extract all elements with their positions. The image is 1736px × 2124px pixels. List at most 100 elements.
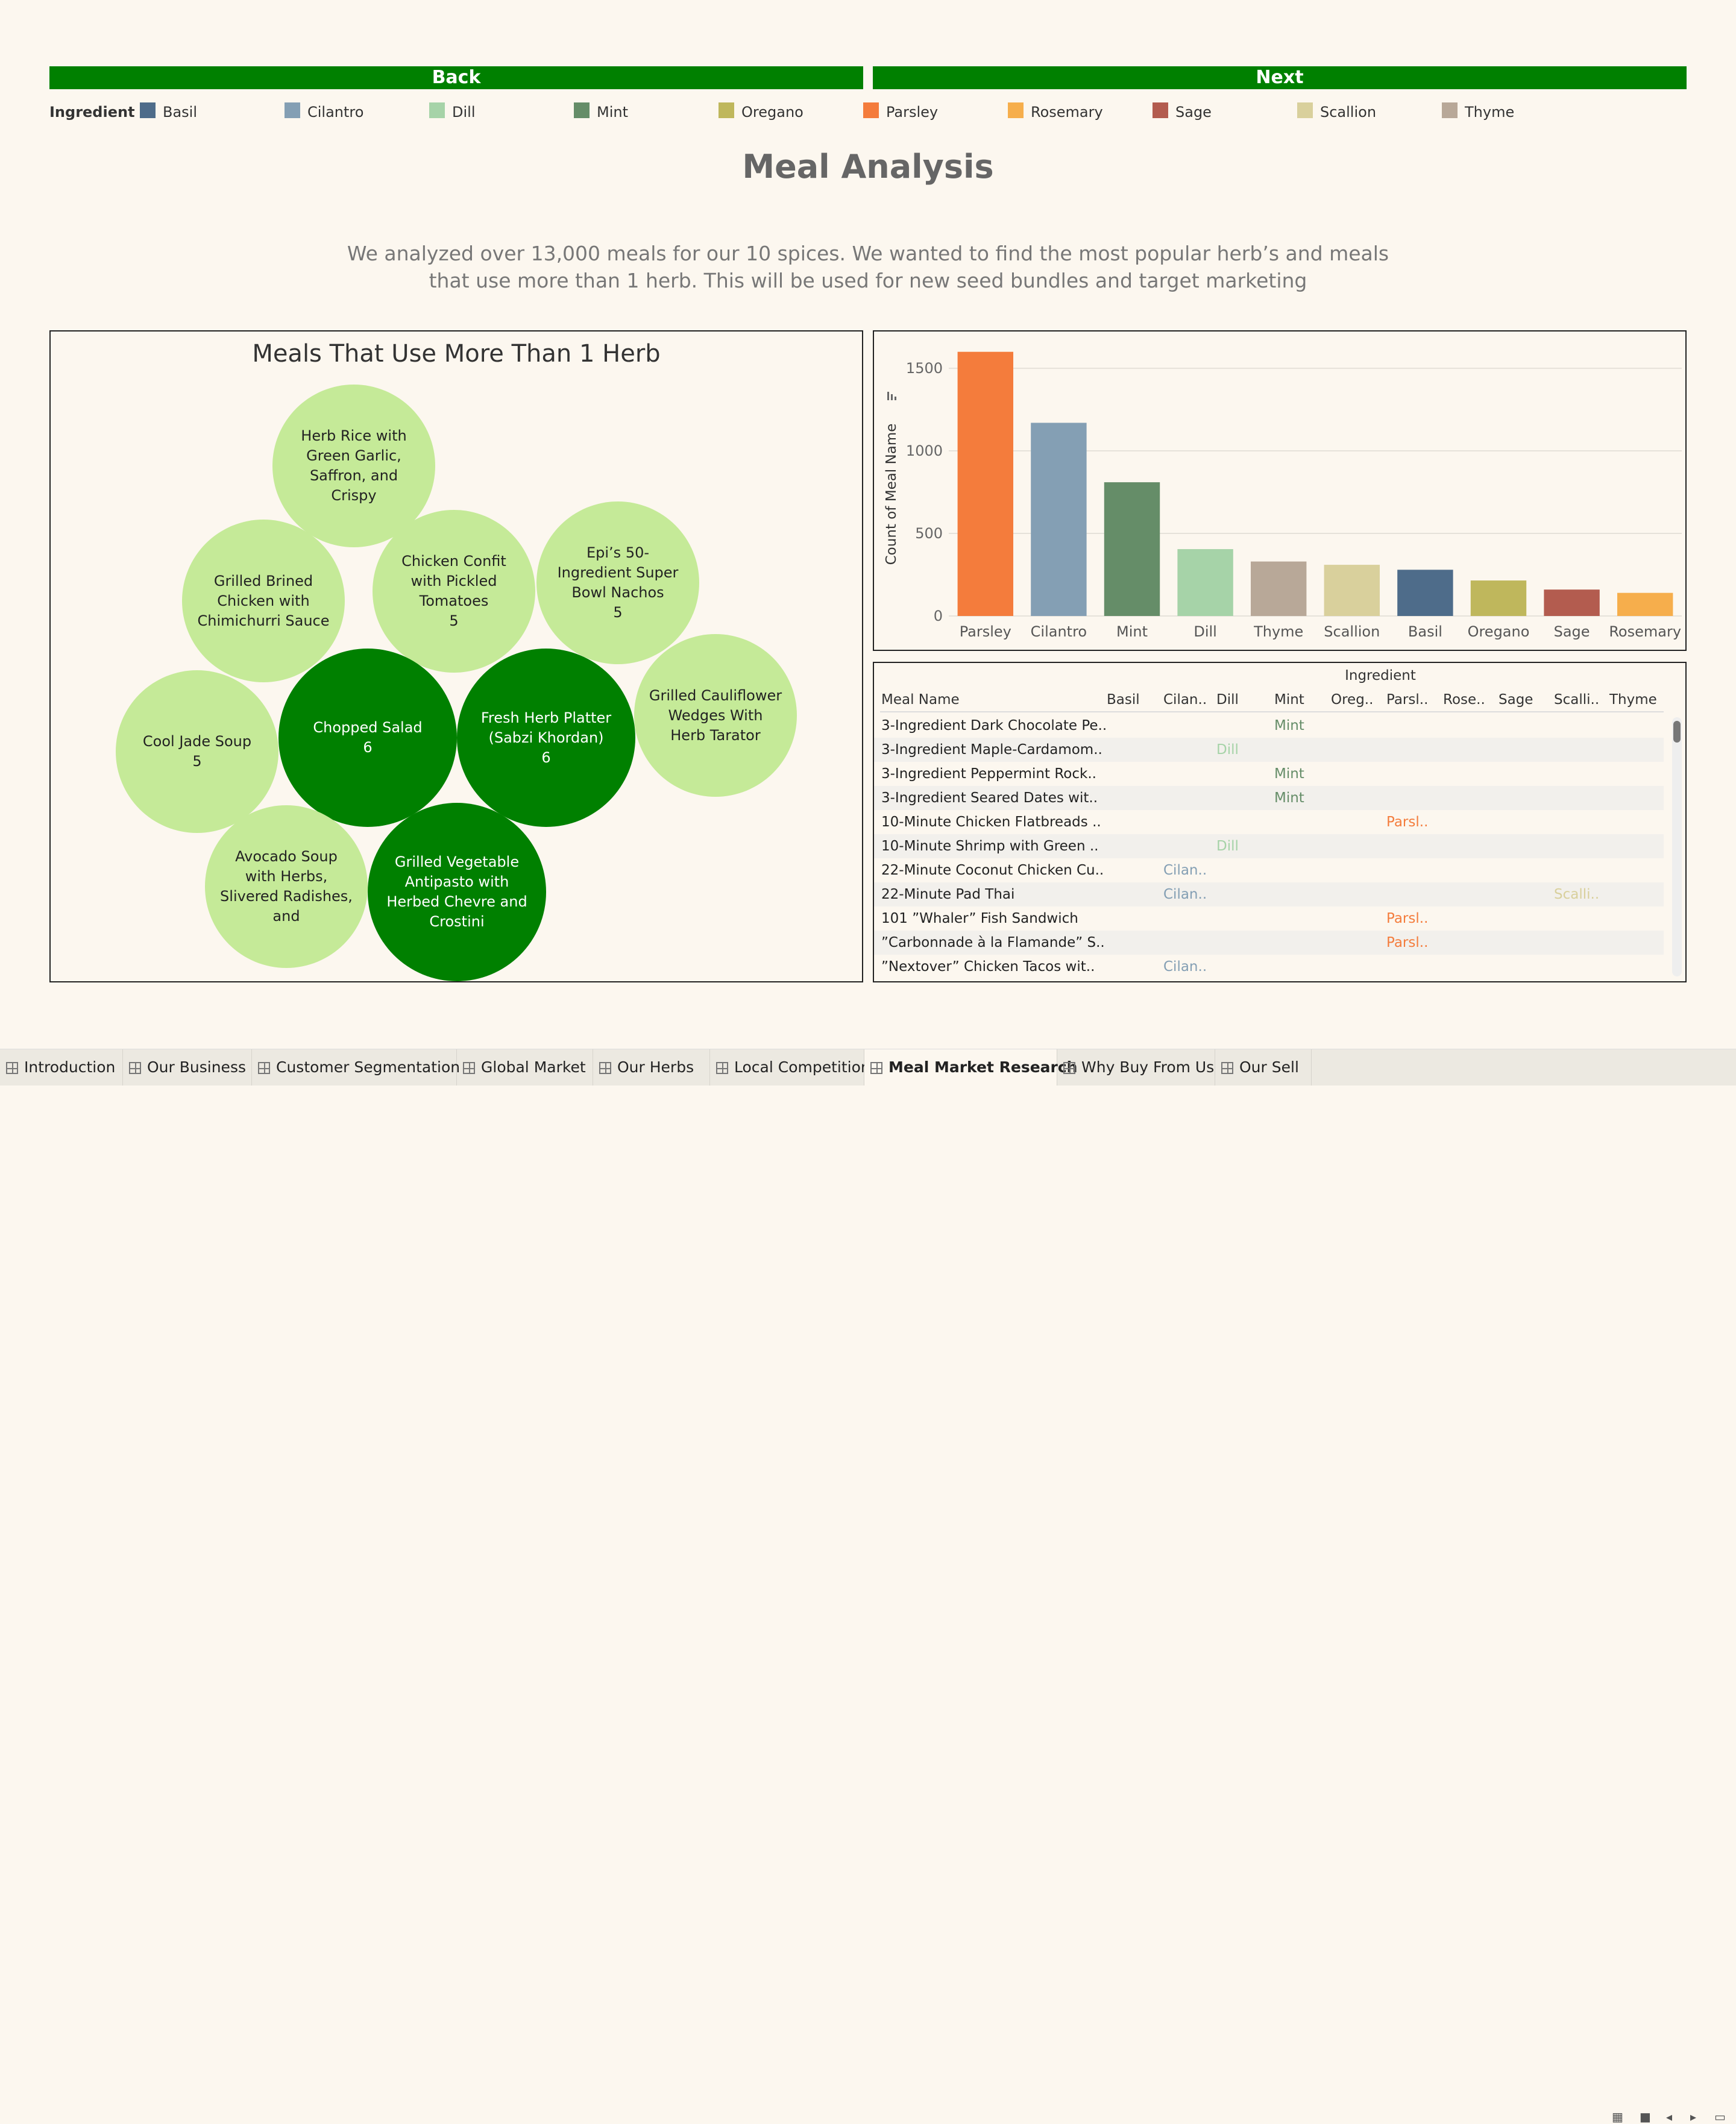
next-sheet-icon[interactable]: ▸: [1690, 2110, 1697, 2124]
table-scrollbar[interactable]: [1672, 717, 1682, 976]
column-header-cilantro[interactable]: Cilan..: [1163, 692, 1207, 708]
legend-swatch: [863, 102, 879, 118]
legend-title: Ingredient: [49, 104, 135, 121]
tab-global-market[interactable]: Global Market: [457, 1049, 593, 1086]
bubble-fresh-herb-platter[interactable]: Fresh Herb Platter (Sabzi Khordan) 6: [457, 649, 635, 827]
column-header-dill[interactable]: Dill: [1216, 692, 1239, 708]
table-row[interactable]: ”Nextover” Chicken Tacos wit.. Cilan..: [874, 955, 1664, 979]
legend-label: Oregano: [741, 104, 804, 121]
table-row[interactable]: 3-Ingredient Seared Dates wit.. Mint: [874, 786, 1664, 810]
tab-meal-market-research[interactable]: Meal Market Research: [864, 1049, 1077, 1086]
sort-icon[interactable]: [887, 392, 896, 400]
filmstrip-view-icon[interactable]: ■: [1640, 2110, 1651, 2124]
bar-dill[interactable]: [1177, 549, 1233, 616]
tab-our-herbs[interactable]: Our Herbs: [593, 1049, 710, 1086]
table-row[interactable]: 3-Ingredient Maple-Cardamom.. Dill: [874, 738, 1664, 762]
column-header-sage[interactable]: Sage: [1499, 692, 1533, 708]
ingredient-cell: Scalli..: [1554, 887, 1600, 902]
y-axis-label: Count of Meal Name: [884, 424, 899, 565]
table-row[interactable]: 10-Minute Shrimp with Green .. Dill: [874, 834, 1664, 858]
x-tick-label: Parsley: [960, 623, 1011, 640]
table-row[interactable]: 3-Ingredient Peppermint Rock.. Mint: [874, 762, 1664, 786]
bubble-super-bowl-nachos[interactable]: Epi’s 50-Ingredient Super Bowl Nachos 5: [536, 501, 699, 664]
column-header-rosemary[interactable]: Rose..: [1443, 692, 1485, 708]
back-button[interactable]: Back: [49, 66, 863, 89]
bubble-grilled-brined-chicken[interactable]: Grilled Brined Chicken with Chimichurri …: [182, 520, 345, 682]
tab-label: Local Competition: [734, 1058, 870, 1076]
tab-local-competition[interactable]: Local Competition: [710, 1049, 870, 1086]
tab-our-business[interactable]: Our Business: [123, 1049, 252, 1086]
presentation-mode-icon[interactable]: ▭: [1714, 2110, 1726, 2124]
table-row[interactable]: 22-Minute Coconut Chicken Cu.. Cilan..: [874, 858, 1664, 882]
table-row[interactable]: 10-Minute Chicken Flatbreads .. Parsl..: [874, 810, 1664, 834]
table-row[interactable]: 22-Minute Pad Thai Cilan.. Scalli..: [874, 882, 1664, 906]
bar-mint[interactable]: [1104, 482, 1160, 616]
grid-view-icon[interactable]: ▦: [1612, 2110, 1623, 2124]
herb-count-bar-chart: 0 500 1000 1500 Parsley Cilantro Mint Dill Thyme…: [884, 351, 1682, 640]
meal-name-cell: 101 ”Whaler” Fish Sandwich: [881, 911, 1078, 926]
column-header-basil[interactable]: Basil: [1107, 692, 1140, 708]
x-tick-label: Scallion: [1324, 623, 1380, 640]
bubble-cool-jade-soup[interactable]: Cool Jade Soup 5: [116, 670, 278, 833]
previous-sheet-icon[interactable]: ◂: [1666, 2110, 1673, 2124]
x-tick-label: Thyme: [1253, 623, 1303, 640]
scrollbar-thumb[interactable]: [1673, 721, 1681, 743]
table-row[interactable]: 3-Ingredient Dark Chocolate Pe.. Mint: [874, 714, 1664, 738]
tab-customer-segmentation[interactable]: Customer Segmentation: [252, 1049, 460, 1086]
bubble-grilled-cauliflower[interactable]: Grilled Cauliflower Wedges With Herb Tar…: [634, 634, 797, 797]
ingredient-cell: Mint: [1274, 766, 1304, 782]
bubble-herb-rice[interactable]: Herb Rice with Green Garlic, Saffron, an…: [272, 385, 435, 547]
tab-introduction[interactable]: Introduction: [0, 1049, 123, 1086]
bar-sage[interactable]: [1544, 589, 1600, 616]
column-header-meal-name[interactable]: Meal Name: [881, 692, 960, 708]
header-divider: [880, 711, 1664, 712]
bar-cilantro[interactable]: [1031, 423, 1087, 616]
bar-basil[interactable]: [1397, 570, 1453, 616]
legend-label: Parsley: [886, 104, 939, 121]
sheet-icon: [258, 1062, 270, 1074]
x-tick-label: Basil: [1408, 623, 1442, 640]
bar-parsley[interactable]: [957, 351, 1014, 616]
bubble-chart-panel: Meals That Use More Than 1 Herb Herb Ric…: [49, 330, 863, 982]
bubble-value: 6: [363, 739, 373, 756]
legend-swatch: [140, 102, 156, 118]
bubble-grilled-vegetable-antipasto[interactable]: Grilled Vegetable Antipasto with Herbed …: [368, 803, 546, 981]
sheet-icon: [6, 1062, 18, 1074]
ingredient-cell: Mint: [1274, 790, 1304, 806]
next-button[interactable]: Next: [873, 66, 1687, 89]
bar-scallion[interactable]: [1324, 565, 1380, 616]
column-header-parsley[interactable]: Parsl..: [1386, 692, 1429, 708]
ingredient-cell: Cilan..: [1163, 887, 1207, 902]
table-row[interactable]: ”Carbonnade à la Flamande” S.. Parsl..: [874, 931, 1664, 955]
ingredient-cell: Parsl..: [1386, 911, 1429, 926]
column-header-thyme[interactable]: Thyme: [1609, 692, 1657, 708]
tab-why-buy-from-us[interactable]: Why Buy From Us: [1057, 1049, 1215, 1086]
bubble-avocado-soup[interactable]: Avocado Soup with Herbs, Slivered Radish…: [205, 805, 368, 968]
bubble-value: 5: [449, 612, 459, 629]
bubble-label: Grilled Brined Chicken with Chimichurri …: [197, 572, 330, 629]
legend-label: Rosemary: [1031, 104, 1103, 121]
tab-our-sell[interactable]: Our Sell: [1215, 1049, 1312, 1086]
bar-rosemary[interactable]: [1617, 592, 1673, 616]
bubble-label: Chicken Confit with Pickled Tomatoes: [401, 553, 506, 609]
bar-oregano[interactable]: [1470, 580, 1527, 616]
column-header-scallion[interactable]: Scalli..: [1554, 692, 1600, 708]
page-title: Meal Analysis: [742, 148, 994, 186]
bubble-chicken-confit[interactable]: Chicken Confit with Pickled Tomatoes 5: [373, 510, 535, 673]
y-tick-label: 1000: [906, 442, 943, 459]
bar-thyme[interactable]: [1250, 561, 1307, 616]
bubble-label: Fresh Herb Platter (Sabzi Khordan): [480, 709, 612, 746]
column-header-oregano[interactable]: Oreg..: [1331, 692, 1374, 708]
legend-label: Mint: [597, 104, 628, 121]
ingredient-cell: Dill: [1216, 742, 1239, 758]
meal-name-cell: 10-Minute Chicken Flatbreads ..: [881, 814, 1101, 830]
sheet-icon: [716, 1062, 728, 1074]
ingredient-cell: Dill: [1216, 838, 1239, 854]
bubble-chopped-salad[interactable]: Chopped Salad 6: [278, 649, 457, 827]
bubble-label: Epi’s 50-Ingredient Super Bowl Nachos: [557, 544, 679, 601]
table-row[interactable]: 101 ”Whaler” Fish Sandwich Parsl..: [874, 906, 1664, 931]
ingredient-legend: Ingredient Basil Cilantro Dill Mint Oreg…: [49, 101, 1689, 123]
column-header-mint[interactable]: Mint: [1274, 692, 1304, 708]
x-tick-label: Dill: [1194, 623, 1216, 640]
x-tick-label: Oregano: [1468, 623, 1530, 640]
